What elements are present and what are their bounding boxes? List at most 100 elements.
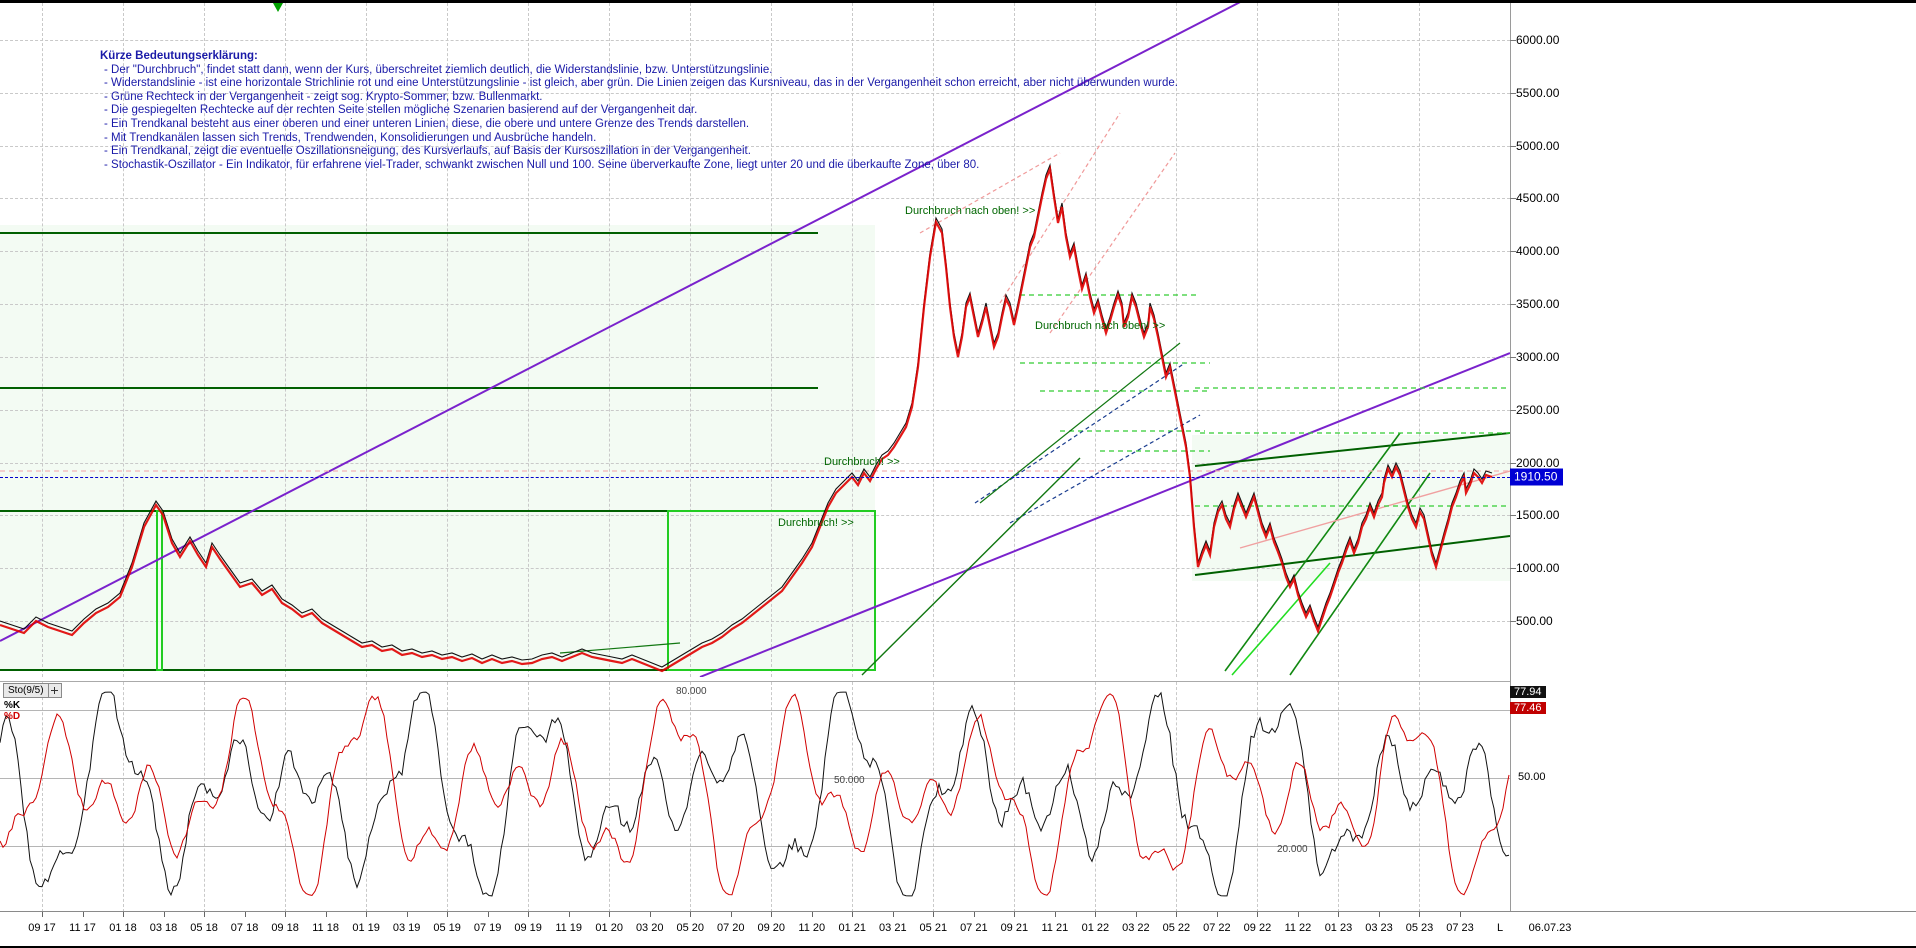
time-axis-tick-mark: [568, 912, 570, 917]
stochastic-vertical-gridline: [1338, 682, 1340, 911]
time-axis-tick-label: 05 23: [1405, 922, 1434, 934]
price-vertical-gridline: [366, 3, 368, 677]
time-axis-tick-label: 01 23: [1324, 922, 1353, 934]
price-axis-tick-mark: [1510, 92, 1516, 94]
time-axis-tick-label: 05 18: [190, 922, 218, 934]
time-axis-tick-label: 01 19: [352, 922, 380, 934]
time-axis-tick-label: 09 17: [28, 922, 56, 934]
price-axis-tick-label: 3000.00: [1516, 349, 1560, 364]
last-date-label: 06.07.23: [1528, 922, 1572, 934]
bull-market-tint-main: [0, 225, 875, 671]
time-axis-tick-mark: [1135, 912, 1137, 917]
time-axis-tick-mark: [1378, 912, 1380, 917]
chart-annotation: Durchbruch nach oben! >>: [1035, 320, 1166, 332]
time-axis-tick-label: 03 22: [1122, 922, 1150, 934]
price-axis-tick-mark: [1510, 145, 1516, 147]
time-axis-tick-mark: [447, 912, 449, 917]
stochastic-d-value-badge: 77.46: [1510, 702, 1546, 714]
stochastic-vertical-gridline: [933, 682, 935, 911]
time-axis-tick-mark: [892, 912, 894, 917]
stochastic-header[interactable]: Sto(9/5): [3, 683, 62, 698]
price-axis-tick-mark: [1510, 462, 1516, 464]
time-axis-tick-label: 09 19: [514, 922, 542, 934]
time-axis-tick-label: 07 21: [960, 922, 988, 934]
price-gridline: [0, 409, 1510, 411]
stochastic-vertical-gridline: [609, 682, 611, 911]
stochastic-d-label: %D: [4, 711, 21, 722]
time-axis-tick-mark: [811, 912, 813, 917]
stochastic-vertical-gridline: [1419, 682, 1421, 911]
stochastic-k-label: %K: [4, 700, 21, 711]
price-vertical-gridline: [1176, 3, 1178, 677]
time-axis-tick-label: 11 21: [1041, 922, 1069, 934]
price-axis-tick-mark: [1510, 515, 1516, 517]
time-axis-tick-mark: [285, 912, 287, 917]
stochastic-name-tag[interactable]: Sto(9/5): [3, 683, 49, 698]
current-price-line: [0, 477, 1510, 478]
stochastic-level-label-50: 50.000: [834, 775, 865, 786]
stochastic-vertical-gridline: [366, 682, 368, 911]
price-gridline: [0, 198, 1510, 200]
time-axis-tick-mark: [1338, 912, 1340, 917]
price-chart-pane[interactable]: Durchbruch nach oben! >> Durchbruch nach …: [0, 3, 1510, 677]
time-axis-tick-label: 07 22: [1203, 922, 1231, 934]
time-axis-tick-label: 05 20: [676, 922, 704, 934]
time-axis-tick-mark: [366, 912, 368, 917]
stochastic-vertical-gridline: [771, 682, 773, 911]
time-axis-tick-label: 01 20: [595, 922, 623, 934]
price-axis-tick-mark: [1510, 356, 1516, 358]
price-axis-tick-mark: [1510, 568, 1516, 570]
price-gridline: [0, 568, 1510, 570]
price-vertical-gridline: [933, 3, 935, 677]
time-axis-tick-mark: [609, 912, 611, 917]
time-axis-tick-mark: [406, 912, 408, 917]
time-axis-tick-mark: [1460, 912, 1461, 917]
price-axis-tick-label: 4500.00: [1516, 191, 1560, 206]
time-axis-tick-mark: [163, 912, 165, 917]
price-axis-tick-mark: [1510, 198, 1516, 200]
legend-line: - Der "Durchbruch", findet statt dann, w…: [104, 63, 773, 76]
expand-icon[interactable]: [48, 683, 62, 698]
stochastic-vertical-gridline: [447, 682, 449, 911]
time-axis-tick-label: 07 18: [230, 922, 259, 934]
price-vertical-gridline: [1095, 3, 1097, 677]
stochastic-vertical-gridline: [42, 682, 43, 911]
bottom-border: [0, 946, 1916, 948]
stochastic-vertical-gridline: [690, 682, 692, 911]
time-axis-tick-mark: [1176, 912, 1178, 917]
current-price-badge: 1910.50: [1510, 468, 1564, 486]
price-axis-tick-mark: [1510, 304, 1516, 306]
time-axis-tick-label: 03 20: [635, 922, 664, 934]
stochastic-vertical-gridline: [1257, 682, 1259, 911]
price-vertical-gridline: [1257, 3, 1259, 677]
time-axis-tick-label: 09 20: [757, 922, 786, 934]
time-axis-tick-mark: [933, 912, 935, 917]
price-axis-tick-label: 1000.00: [1516, 561, 1560, 576]
price-vertical-gridline: [771, 3, 773, 677]
price-vertical-gridline: [1419, 3, 1421, 677]
legend-line: - Grüne Rechteck in der Vergangenheit - …: [104, 90, 543, 103]
time-axis-tick-mark: [1014, 912, 1016, 917]
price-vertical-gridline: [852, 3, 854, 677]
price-vertical-gridline: [609, 3, 611, 677]
price-gridline: [0, 621, 1510, 622]
price-axis-tick-label: 3500.00: [1516, 297, 1560, 312]
time-axis-tick-label: 05 19: [433, 922, 461, 934]
stochastic-pane[interactable]: [0, 681, 1510, 911]
price-axis-tick-mark: [1510, 40, 1516, 41]
chart-overlay: [0, 3, 1510, 677]
legend-title: Kürze Bedeutungserklärung:: [100, 50, 258, 62]
stochastic-k-value-badge: 77.94: [1510, 686, 1546, 698]
price-gridline: [0, 515, 1510, 517]
price-axis-pane[interactable]: [1510, 3, 1916, 911]
price-axis-tick-label: 2000.00: [1516, 455, 1560, 470]
stochastic-level-label-80: 80.000: [676, 686, 707, 697]
time-axis[interactable]: 09 17 11 17 01 18 03 18 05 18 07 18 09 18 11 18…: [0, 911, 1916, 948]
time-axis-tick-label: 01 22: [1081, 922, 1110, 934]
price-vertical-gridline: [42, 3, 43, 677]
time-axis-tick-mark: [42, 912, 43, 917]
last-bar-marker: L: [1496, 922, 1504, 934]
time-axis-tick-mark: [1419, 912, 1421, 917]
time-axis-tick-mark: [1257, 912, 1259, 917]
